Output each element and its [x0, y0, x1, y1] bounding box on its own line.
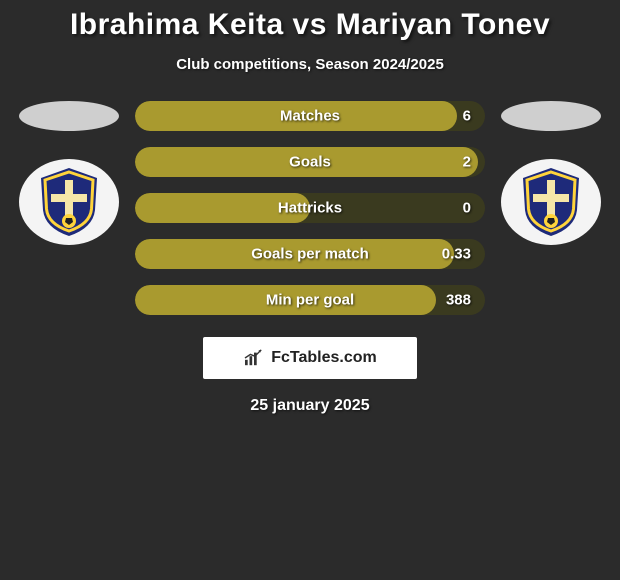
player-right: [497, 101, 605, 245]
stat-bar: Min per goal 388: [135, 285, 485, 315]
stat-bar: Matches 6: [135, 101, 485, 131]
page-title: Ibrahima Keita vs Mariyan Tonev: [0, 8, 620, 42]
root: Ibrahima Keita vs Mariyan Tonev Club com…: [0, 0, 620, 415]
stat-bar-value: 2: [463, 154, 471, 171]
stat-bar-label: Goals: [289, 154, 331, 171]
stat-bar-label: Min per goal: [266, 292, 354, 309]
player-left: [15, 101, 123, 245]
date-label: 25 january 2025: [0, 397, 620, 415]
stat-bar-label: Hattricks: [278, 200, 342, 217]
stat-bar-value: 6: [463, 108, 471, 125]
watermark: FcTables.com: [203, 337, 417, 379]
stat-bar-label: Goals per match: [251, 246, 369, 263]
club-right: [501, 159, 601, 245]
stat-bar-value: 388: [446, 292, 471, 309]
player-left-marker: [19, 101, 119, 131]
player-right-marker: [501, 101, 601, 131]
stat-bar: Hattricks 0: [135, 193, 485, 223]
club-right-crest-icon: [519, 166, 583, 238]
subtitle: Club competitions, Season 2024/2025: [0, 56, 620, 73]
stat-bar-value: 0: [463, 200, 471, 217]
stat-bar-value: 0.33: [442, 246, 471, 263]
stat-bar: Goals 2: [135, 147, 485, 177]
comparison-row: Matches 6 Goals 2 Hattricks 0 Goals per match 0…: [0, 101, 620, 315]
stat-bar: Goals per match 0.33: [135, 239, 485, 269]
stat-bar-label: Matches: [280, 108, 340, 125]
club-left-crest-icon: [37, 166, 101, 238]
stat-bars: Matches 6 Goals 2 Hattricks 0 Goals per match 0…: [135, 101, 485, 315]
watermark-text: FcTables.com: [271, 349, 377, 367]
club-left: [19, 159, 119, 245]
watermark-chart-icon: [243, 349, 265, 367]
